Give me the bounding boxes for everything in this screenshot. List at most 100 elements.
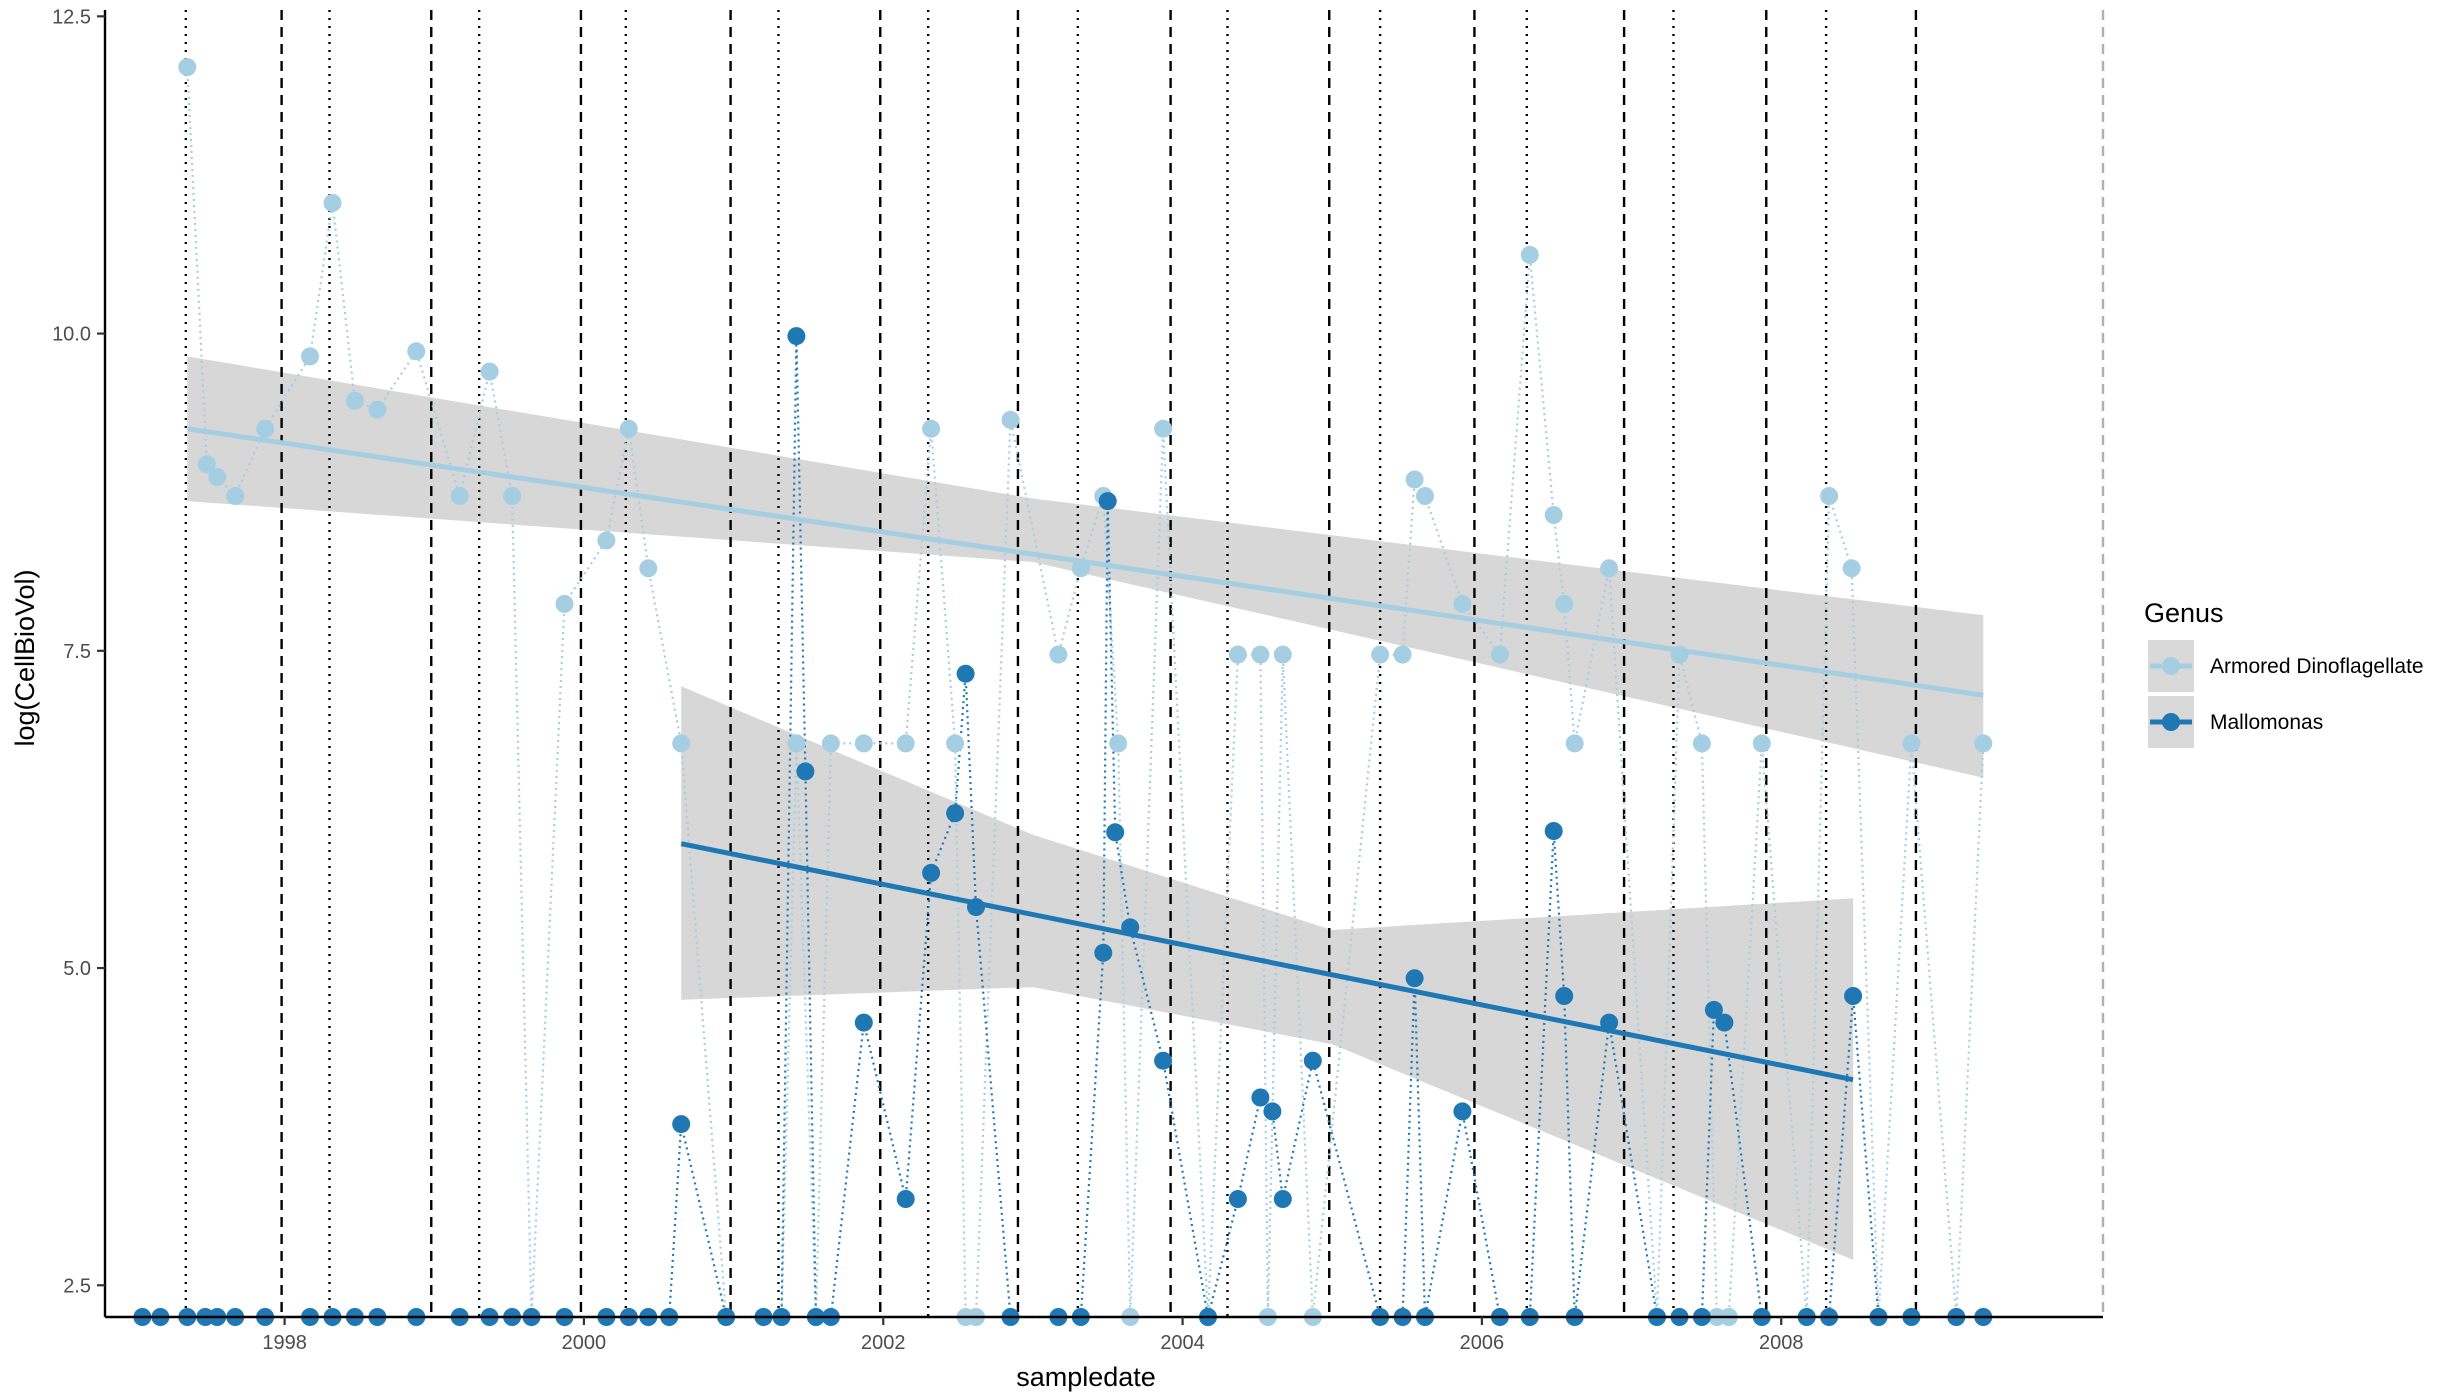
data-point <box>922 419 941 438</box>
data-point <box>1251 645 1270 664</box>
data-point <box>1228 1190 1247 1208</box>
tick-labels: 1998 2000 2002 2004 2006 2008 2.5 5.0 7.5 10.0 12.… <box>52 6 1803 1354</box>
data-point <box>1303 1051 1322 1070</box>
y-tick-label: 12.5 <box>52 6 91 28</box>
x-tick-label: 2002 <box>861 1332 906 1354</box>
reference-lines <box>184 10 2105 1317</box>
y-axis-title: log(CellBioVol) <box>10 569 40 746</box>
data-point <box>946 734 965 753</box>
trend-line-0 <box>186 426 1984 698</box>
trend-lines <box>186 426 1984 1083</box>
data-point <box>1820 487 1839 505</box>
data-point <box>323 193 342 212</box>
data-point <box>178 58 197 77</box>
data-point <box>896 734 915 753</box>
x-axis-title: sampledate <box>1016 1362 1156 1392</box>
data-point <box>1555 987 1574 1005</box>
y-tick-label: 7.5 <box>63 641 91 663</box>
data-point <box>1393 645 1412 664</box>
data-point <box>1453 1102 1472 1121</box>
legend-key-point <box>2162 657 2180 675</box>
data-point <box>1416 487 1434 505</box>
data-point <box>1001 410 1020 429</box>
x-tick-label: 2004 <box>1160 1332 1205 1354</box>
data-point <box>407 342 426 361</box>
data-point <box>1405 470 1424 489</box>
data-point <box>1752 734 1771 753</box>
data-point <box>854 1013 873 1032</box>
legend-title: Genus <box>2144 598 2224 628</box>
data-point <box>1555 594 1574 613</box>
series-connector-0 <box>186 67 1985 1319</box>
data-point <box>1263 1102 1282 1121</box>
y-tick-label: 5.0 <box>63 958 91 980</box>
data-point <box>1228 645 1247 664</box>
data-point <box>503 487 522 505</box>
data-point <box>787 327 806 346</box>
data-point <box>672 734 691 753</box>
x-tick-label: 2008 <box>1759 1332 1804 1354</box>
data-point <box>796 762 815 781</box>
data-point <box>1600 1013 1619 1032</box>
y-tick-label: 10.0 <box>52 324 91 346</box>
legend-label: Armored Dinoflagellate <box>2210 655 2424 678</box>
legend: Genus Armored Dinoflagellate Mallomonas <box>2144 598 2424 748</box>
data-point <box>226 487 245 505</box>
data-point <box>1544 506 1563 524</box>
axes <box>97 10 2103 1325</box>
data-point <box>1109 734 1128 753</box>
data-point <box>1715 1013 1734 1032</box>
legend-key-point <box>2162 713 2180 731</box>
data-point <box>1405 969 1424 988</box>
data-point <box>672 1115 691 1134</box>
data-point <box>1154 1051 1173 1070</box>
data-point <box>1974 734 1993 753</box>
data-point <box>922 863 941 882</box>
data-point <box>1520 245 1539 264</box>
data-point <box>1842 559 1861 578</box>
data-point <box>197 455 216 474</box>
data-point <box>1371 645 1390 664</box>
x-tick-label: 2006 <box>1460 1332 1505 1354</box>
data-point <box>1704 1000 1723 1019</box>
data-point <box>1094 943 1113 962</box>
data-point <box>256 419 275 438</box>
data-point <box>1106 823 1125 842</box>
data-point <box>1844 987 1863 1005</box>
data-point <box>368 400 387 419</box>
data-point <box>208 468 227 486</box>
data-point <box>956 664 975 683</box>
data-point <box>301 347 319 366</box>
data-point <box>555 594 574 613</box>
data-point <box>450 487 469 505</box>
data-point <box>1490 645 1509 664</box>
data-point <box>1273 1190 1292 1208</box>
data-points <box>133 58 1993 1326</box>
data-point <box>345 391 364 410</box>
data-point <box>1692 734 1711 753</box>
trend-line-1 <box>680 841 1854 1083</box>
data-point <box>1049 645 1068 664</box>
data-point <box>787 734 806 753</box>
y-tick-label: 2.5 <box>63 1275 91 1297</box>
data-point <box>946 804 965 823</box>
data-point <box>854 734 873 753</box>
data-point <box>896 1190 915 1208</box>
data-point <box>1902 734 1921 753</box>
data-point <box>1544 822 1563 840</box>
data-point <box>1453 594 1472 613</box>
data-point <box>639 559 658 578</box>
data-point <box>1251 1088 1270 1107</box>
data-point <box>1098 492 1117 511</box>
data-point <box>1565 734 1584 753</box>
x-tick-label: 2000 <box>562 1332 607 1354</box>
series-connectors <box>142 67 1985 1319</box>
data-point <box>1154 419 1173 438</box>
data-point <box>480 362 499 381</box>
data-point <box>821 734 840 753</box>
x-tick-label: 1998 <box>262 1332 307 1354</box>
data-point <box>1600 559 1619 578</box>
legend-label: Mallomonas <box>2210 711 2323 734</box>
data-point <box>597 531 616 550</box>
